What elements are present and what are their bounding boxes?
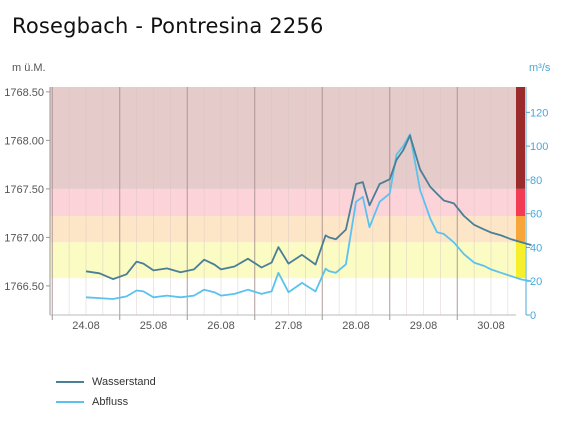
legend-item-abfluss[interactable]: Abfluss: [56, 396, 128, 408]
y-tick-label-right: 80: [530, 175, 542, 187]
x-tick-label: 26.08: [207, 320, 235, 332]
y-tick-label-right: 20: [530, 276, 542, 288]
legend-label: Wasserstand: [92, 376, 156, 388]
y-tick-label: 1768.50: [4, 87, 44, 99]
y-tick-label: 1767.00: [4, 232, 44, 244]
series-line-abfluss: [85, 133, 532, 300]
legend-swatch: [56, 381, 84, 383]
x-tick-label: 24.08: [72, 320, 100, 332]
x-tick-label: 30.08: [477, 320, 505, 332]
y-tick-label-right: 120: [530, 107, 548, 119]
warning-level-marker: [516, 188, 525, 217]
y-tick-label: 1767.50: [4, 184, 44, 196]
x-tick-label: 28.08: [342, 320, 370, 332]
warning-band: [50, 216, 516, 243]
y-tick-label-right: 0: [530, 310, 536, 322]
y-tick-label-right: 100: [530, 141, 548, 153]
warning-level-marker: [516, 87, 525, 189]
y-tick-label-right: 40: [530, 242, 542, 254]
x-tick-label: 29.08: [410, 320, 438, 332]
warning-band: [50, 87, 516, 189]
y-tick-label: 1766.50: [4, 281, 44, 293]
x-tick-label: 25.08: [140, 320, 168, 332]
y-tick-label-right: 60: [530, 209, 542, 221]
y-axis-unit-right: m³/s: [529, 62, 551, 74]
legend-label: Abfluss: [92, 396, 129, 408]
chart-title: Rosegbach - Pontresina 2256: [12, 14, 324, 38]
y-tick-label: 1768.00: [4, 135, 44, 147]
x-tick-label: 27.08: [275, 320, 303, 332]
series-line-wasserstand: [85, 134, 532, 281]
y-axis-unit-left: m ü.M.: [12, 62, 46, 74]
warning-level-marker: [516, 242, 525, 279]
warning-level-marker: [516, 216, 525, 243]
warning-band: [50, 188, 516, 217]
legend-swatch: [56, 401, 84, 403]
legend-item-wasserstand[interactable]: Wasserstand: [56, 376, 156, 388]
